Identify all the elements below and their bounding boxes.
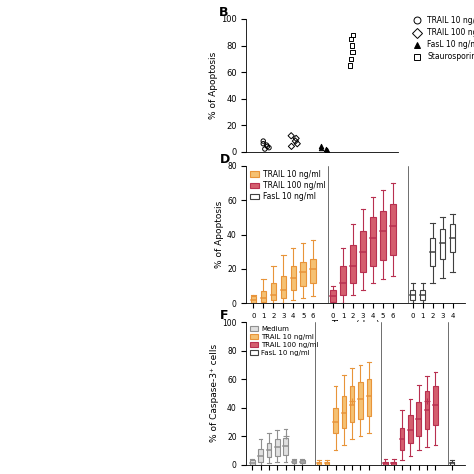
Point xyxy=(349,48,356,56)
Bar xyxy=(251,297,256,303)
Bar xyxy=(430,238,436,265)
Point xyxy=(318,144,325,152)
Point xyxy=(259,140,267,147)
Bar xyxy=(450,462,454,465)
Bar xyxy=(292,460,296,463)
Legend: TRAIL 10 ng/ml, TRAIL 100 ng/ml, FasL 10 ng/ml: TRAIL 10 ng/ml, TRAIL 100 ng/ml, FasL 10… xyxy=(250,170,325,201)
Bar xyxy=(261,292,266,301)
Bar xyxy=(408,415,413,443)
Bar xyxy=(425,391,429,429)
Bar xyxy=(360,231,366,273)
Point xyxy=(259,137,267,145)
Bar xyxy=(340,265,346,295)
Text: D: D xyxy=(220,153,230,166)
Bar xyxy=(300,460,304,463)
Bar xyxy=(283,438,288,455)
Point xyxy=(322,145,330,153)
Bar xyxy=(350,245,356,283)
Bar xyxy=(342,396,346,428)
Bar xyxy=(350,386,355,422)
Text: F: F xyxy=(220,310,229,322)
Point xyxy=(261,145,269,153)
Bar xyxy=(410,290,416,300)
Point xyxy=(288,143,295,150)
Bar xyxy=(440,229,446,259)
Y-axis label: % of Apoptosis: % of Apoptosis xyxy=(215,201,224,268)
Y-axis label: % of Apoptosis: % of Apoptosis xyxy=(209,52,218,119)
Bar xyxy=(383,462,388,465)
Y-axis label: % of Caspase-3⁺ cells: % of Caspase-3⁺ cells xyxy=(210,344,219,443)
Bar xyxy=(366,379,371,416)
Legend: TRAIL 10 ng/ml, TRAIL 100 ng/ml, FasL 10 ng/ml, Staurosporine: TRAIL 10 ng/ml, TRAIL 100 ng/ml, FasL 10… xyxy=(410,16,474,61)
Point xyxy=(347,55,355,63)
Bar xyxy=(325,462,329,465)
Legend: Medium, TRAIL 10 ng/ml, TRAIL 100 ng/ml, FasL 10 ng/ml: Medium, TRAIL 10 ng/ml, TRAIL 100 ng/ml,… xyxy=(250,326,319,356)
Point xyxy=(347,35,355,43)
Bar xyxy=(271,283,276,300)
Bar xyxy=(250,460,255,465)
Bar xyxy=(258,449,263,462)
Bar xyxy=(281,276,286,298)
Bar xyxy=(400,428,404,450)
Bar xyxy=(392,462,396,465)
Point xyxy=(265,144,273,152)
Point xyxy=(348,42,356,49)
X-axis label: Time (day)
at TRAIL addition: Time (day) at TRAIL addition xyxy=(317,320,394,340)
Point xyxy=(287,132,295,139)
Bar xyxy=(358,382,363,419)
Bar xyxy=(330,290,336,301)
Bar xyxy=(310,259,316,283)
Point xyxy=(346,62,354,69)
Bar xyxy=(333,408,338,433)
Bar xyxy=(450,224,456,252)
Point xyxy=(292,137,299,145)
Bar xyxy=(420,290,426,300)
Bar xyxy=(301,262,306,286)
Text: B: B xyxy=(219,6,228,19)
Bar xyxy=(417,402,421,436)
Point xyxy=(292,135,300,142)
Bar xyxy=(433,386,438,425)
Point xyxy=(293,140,301,147)
Bar xyxy=(291,265,296,290)
Bar xyxy=(390,204,396,255)
Bar xyxy=(370,218,376,265)
Bar xyxy=(380,210,386,260)
Point xyxy=(264,143,271,150)
Point xyxy=(349,31,357,39)
Bar xyxy=(267,443,271,457)
Point xyxy=(263,141,270,149)
Bar xyxy=(317,462,321,465)
Point xyxy=(318,143,325,150)
Point xyxy=(323,146,331,154)
Bar xyxy=(275,439,280,456)
